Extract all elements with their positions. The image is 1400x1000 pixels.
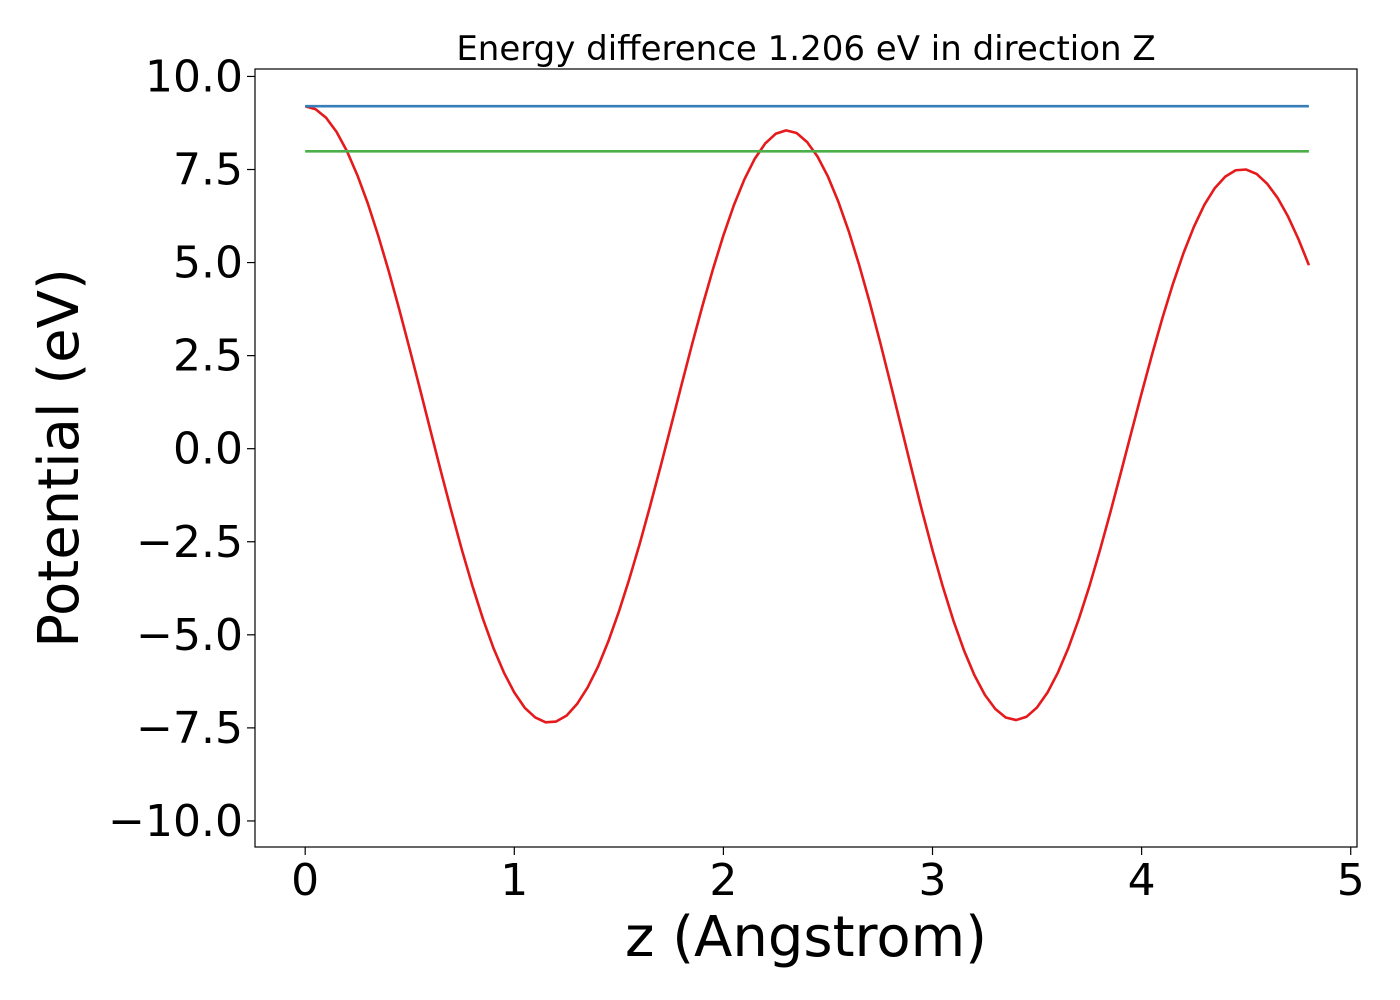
- y-tick-label: −5.0: [136, 610, 243, 661]
- x-axis-label: z (Angstrom): [625, 905, 987, 970]
- y-tick-label: 10.0: [145, 51, 243, 102]
- y-tick-label: −7.5: [136, 703, 243, 754]
- y-tick-label: 0.0: [173, 424, 243, 475]
- y-axis: 10.0 7.5 5.0 2.5 0.0 −2.5 −5.0 −7.5 −10.0: [108, 51, 255, 847]
- x-tick-label: 3: [919, 855, 947, 906]
- y-tick-label: 5.0: [173, 238, 243, 289]
- chart-title: Energy difference 1.206 eV in direction …: [456, 29, 1155, 69]
- y-tick-label: −2.5: [136, 517, 243, 568]
- plot-area: [304, 104, 1311, 724]
- x-tick-label: 0: [291, 855, 319, 906]
- y-tick-label: 2.5: [173, 331, 243, 382]
- y-tick-label: 7.5: [173, 145, 243, 196]
- potential-line: [304, 104, 1311, 724]
- x-tick-label: 4: [1128, 855, 1156, 906]
- x-tick-label: 1: [500, 855, 528, 906]
- y-axis-label: Potential (eV): [27, 268, 92, 648]
- x-axis: 0 1 2 3 4 5: [291, 847, 1365, 906]
- y-tick-label: −10.0: [108, 796, 243, 847]
- x-tick-label: 2: [709, 855, 737, 906]
- plot-frame: [254, 68, 1358, 848]
- x-tick-label: 5: [1337, 855, 1365, 906]
